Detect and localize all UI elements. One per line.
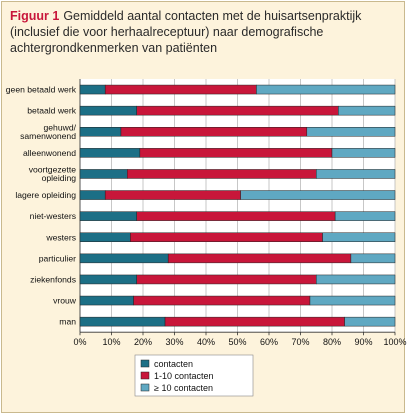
bar-segment	[331, 148, 396, 158]
bar-segment	[79, 127, 122, 137]
bar-segment	[136, 211, 336, 221]
bar-segment	[136, 105, 339, 116]
bar-segment	[79, 105, 137, 116]
bar-segment	[167, 253, 352, 264]
bar-segment	[136, 274, 317, 285]
bar-segment	[79, 190, 106, 200]
x-tick-label: 80%	[323, 337, 341, 347]
bar-segment	[79, 295, 134, 306]
bar-segment	[79, 84, 106, 95]
legend-box	[134, 354, 254, 397]
category-label: lagere opleiding	[15, 190, 76, 200]
x-tick-label: 30%	[165, 337, 183, 347]
x-tick-label: 50%	[228, 337, 246, 347]
bar-segment	[164, 316, 345, 327]
category-label: alleenwonend	[23, 148, 76, 158]
x-tick-labels: 0% 10% 20% 30% 40% 50% 60% 70% 80% 90% 100%	[73, 337, 406, 347]
x-tick-label: 60%	[260, 337, 278, 347]
category-label: betaald werk	[27, 106, 76, 116]
legend: contacten 1-10 contacten ≥ 10 contacten	[134, 354, 254, 397]
bar-segment	[338, 105, 396, 116]
bar-segment	[79, 169, 128, 179]
category-label: particulier	[39, 253, 76, 263]
category-label: niet-westers	[30, 211, 76, 221]
legend-swatch	[140, 359, 150, 368]
bar-segment	[306, 127, 396, 137]
bar-segment	[322, 232, 396, 242]
figure-title: Gemiddeld aantal contacten met de huisar…	[10, 9, 362, 55]
bar-segment	[79, 253, 169, 264]
bar-segment	[79, 211, 137, 221]
legend-label: 1-10 contacten	[154, 371, 214, 381]
bar-segment	[316, 274, 396, 285]
bar-segment	[334, 211, 396, 221]
legend-label: contacten	[154, 359, 193, 369]
bar-segment	[139, 148, 333, 158]
figure-caption: Figuur 1 Gemiddeld aantal contacten met d…	[10, 8, 402, 56]
legend-label: ≥ 10 contacten	[154, 383, 213, 393]
bar-segment	[256, 84, 396, 95]
x-tick-label: 0%	[73, 337, 86, 347]
x-tick-label: 100%	[383, 337, 406, 347]
category-label: ziekenfonds	[30, 274, 76, 284]
bar-segment	[316, 169, 396, 179]
category-label: geen betaald werk	[6, 85, 77, 95]
bar-segment	[120, 127, 308, 137]
x-tick-label: 40%	[197, 337, 215, 347]
bar-segment	[127, 169, 317, 179]
bars	[79, 84, 396, 327]
x-tick-label: 70%	[291, 337, 309, 347]
bar-segment	[130, 232, 323, 242]
bar-segment	[133, 295, 311, 306]
bar-segment	[79, 232, 131, 242]
category-label: westers	[45, 232, 76, 242]
category-label: man	[59, 317, 76, 327]
category-label: gehuwd/	[44, 123, 77, 133]
category-labels: geen betaald werk betaald werk gehuwd/same…	[6, 85, 77, 327]
legend-swatch	[140, 371, 150, 380]
gridlines	[79, 79, 396, 336]
category-label: opleiding	[42, 173, 77, 183]
category-label: samenwonend	[20, 131, 76, 141]
category-label: vrouw	[53, 296, 77, 306]
legend-swatch	[140, 383, 150, 392]
bar-segment	[79, 148, 141, 158]
bar-segment	[240, 190, 396, 200]
bar-segment	[344, 316, 396, 327]
figure-label: Figuur 1	[10, 9, 60, 23]
bar-segment	[350, 253, 396, 264]
bar-segment	[104, 190, 241, 200]
bar-segment	[104, 84, 257, 95]
x-tick-label: 10%	[102, 337, 120, 347]
bar-segment	[309, 295, 396, 306]
x-tick-label: 90%	[354, 337, 372, 347]
bar-segment	[79, 316, 166, 327]
category-label: voortgezette	[29, 165, 77, 175]
x-tick-label: 20%	[134, 337, 152, 347]
bar-segment	[79, 274, 137, 285]
